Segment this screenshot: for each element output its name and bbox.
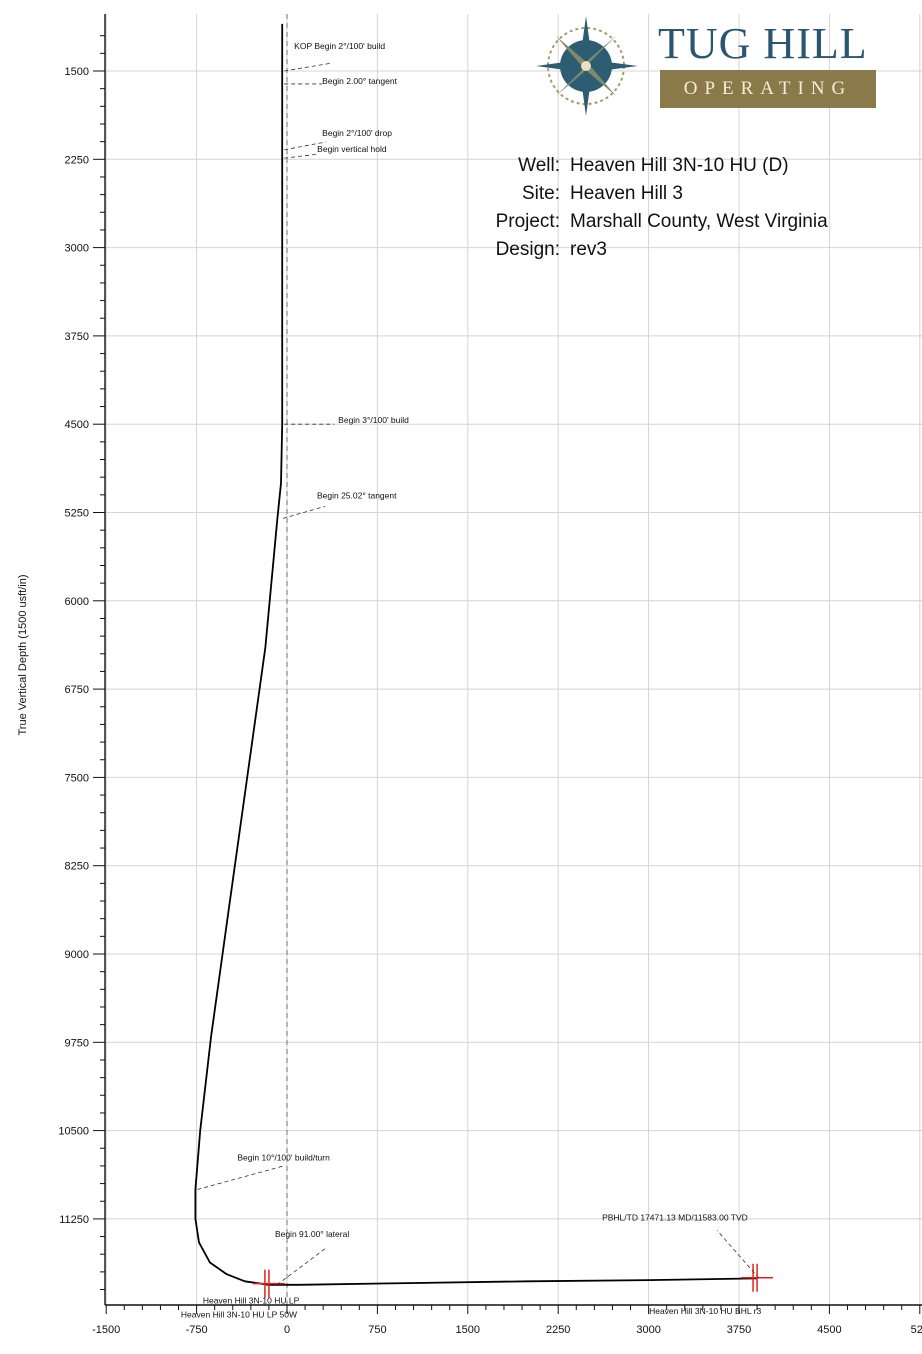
annotation-leader xyxy=(197,1165,286,1190)
info-row-well: Well: Heaven Hill 3N-10 HU (D) xyxy=(440,152,828,180)
info-key: Design: xyxy=(495,239,560,260)
chart-grid xyxy=(105,14,922,1305)
company-logo: TUG HILL OPERATING xyxy=(534,14,884,116)
annotation-leader xyxy=(284,141,327,151)
y-tick-label: 1500 xyxy=(65,66,89,78)
y-tick-label: 2250 xyxy=(65,154,89,166)
y-tick-label: 4500 xyxy=(65,419,89,431)
annotation-label: Begin 91.00° lateral xyxy=(275,1229,349,1239)
y-tick-label: 11250 xyxy=(59,1214,89,1226)
y-tick-label: 6000 xyxy=(65,596,89,608)
annotation-label: Begin 2°/100' drop xyxy=(322,128,392,138)
info-key: Site: xyxy=(521,183,560,204)
x-tick-label: -750 xyxy=(186,1324,208,1336)
annotation-label: Begin 2.00° tangent xyxy=(322,76,397,86)
chart-series xyxy=(194,23,758,1286)
annotation-label: Begin vertical hold xyxy=(317,144,387,154)
annotation-label: Begin 25.02° tangent xyxy=(317,490,397,500)
annotation-leader xyxy=(284,153,319,159)
annotation-label: KOP Begin 2°/100' build xyxy=(294,41,385,51)
chart-targets xyxy=(252,1263,774,1298)
annotation-leader xyxy=(284,62,333,72)
y-tick-label: 6750 xyxy=(65,684,89,696)
info-value: rev3 xyxy=(570,239,607,260)
info-row-design: Design: rev3 xyxy=(440,236,828,264)
info-value: Marshall County, West Virginia xyxy=(570,211,828,232)
well-info: Well: Heaven Hill 3N-10 HU (D) Site: Hea… xyxy=(440,152,828,264)
annotation-label: Begin 3°/100' build xyxy=(338,415,409,425)
x-tick-label: 2250 xyxy=(546,1324,570,1336)
x-tick-label: 3750 xyxy=(727,1324,751,1336)
y-tick-label: 7500 xyxy=(65,772,89,784)
info-key: Well: xyxy=(518,155,560,176)
chart-axes xyxy=(104,14,922,1306)
well-path xyxy=(194,23,758,1286)
info-value: Heaven Hill 3N-10 HU (D) xyxy=(570,155,789,176)
info-key: Project: xyxy=(495,211,560,232)
x-tick-label: 750 xyxy=(368,1324,386,1336)
annotation-leader xyxy=(282,506,326,519)
y-tick-label: 9750 xyxy=(65,1037,89,1049)
annotation-label: Heaven Hill 3N-10 HU LP xyxy=(203,1296,300,1306)
logo-name: TUG HILL xyxy=(658,19,868,68)
y-tick-label: 8250 xyxy=(65,861,89,873)
y-tick-label: 9000 xyxy=(65,949,89,961)
annotation-label: Heaven Hill 3N-10 HU BHL r3 xyxy=(649,1306,761,1316)
info-value: Heaven Hill 3 xyxy=(570,183,683,204)
compass-rose-icon xyxy=(536,16,638,116)
chart-annotations: KOP Begin 2°/100' build Begin 2.00° tange… xyxy=(181,41,762,1320)
y-tick-label: 3750 xyxy=(65,331,89,343)
annotation-leader xyxy=(276,1248,326,1286)
annotation-label: Begin 10°/100' build/turn xyxy=(237,1152,330,1162)
logo-subtitle: OPERATING xyxy=(660,70,876,108)
x-tick-label: 1500 xyxy=(456,1324,480,1336)
chart-ticks: -1500 -750 0 750 1500 2250 3000 3750 4500 525 1500… xyxy=(58,35,922,1336)
annotation-label: PBHL/TD 17471.13 MD/11583.00 TVD xyxy=(602,1212,748,1222)
annotation-label: Heaven Hill 3N-10 HU LP 50W xyxy=(181,1310,297,1320)
y-tick-label: 3000 xyxy=(65,243,89,255)
x-tick-label: 525 xyxy=(911,1324,922,1336)
y-tick-label: 10500 xyxy=(58,1126,89,1138)
y-axis-label: True Vertical Depth (1500 usft/in) xyxy=(17,574,29,735)
y-tick-label: 5250 xyxy=(65,508,89,520)
info-row-site: Site: Heaven Hill 3 xyxy=(440,180,828,208)
x-tick-label: 4500 xyxy=(817,1324,841,1336)
x-tick-label: 3000 xyxy=(636,1324,660,1336)
x-tick-label: -1500 xyxy=(92,1324,120,1336)
x-tick-label: 0 xyxy=(284,1324,290,1336)
info-row-project: Project: Marshall County, West Virginia xyxy=(440,208,828,236)
annotation-leader xyxy=(716,1230,760,1279)
